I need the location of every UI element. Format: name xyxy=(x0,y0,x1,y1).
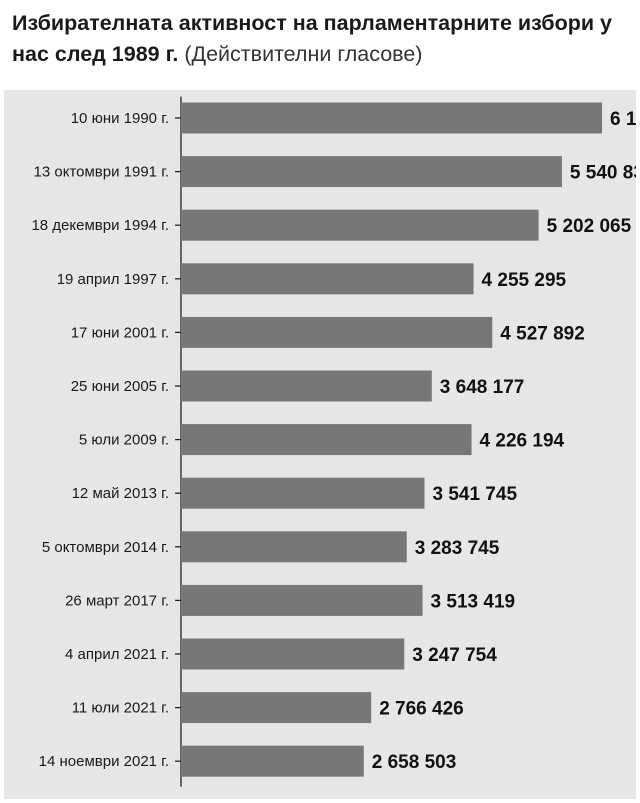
value-label: 3 648 177 xyxy=(440,377,525,398)
bar xyxy=(181,531,407,563)
value-label: 3 541 745 xyxy=(432,484,517,505)
value-label: 3 247 754 xyxy=(412,645,497,666)
value-label: 2 766 426 xyxy=(379,699,464,720)
bar xyxy=(181,102,603,134)
value-label: 5 202 065 xyxy=(547,216,632,237)
bar xyxy=(181,209,539,241)
value-label: 2 658 503 xyxy=(372,752,457,773)
value-label: 3 513 419 xyxy=(431,591,516,612)
chart-title-subtitle: (Действителни гласове) xyxy=(184,42,423,66)
bar xyxy=(181,316,493,348)
value-label: 4 255 295 xyxy=(482,270,567,291)
bar xyxy=(181,584,423,616)
chart-panel: 10 юни 1990 г. 6 124 501 13 октомври 1991 … xyxy=(4,90,636,799)
value-label: 5 540 837 xyxy=(570,163,636,184)
category-label: 19 април 1997 г. xyxy=(57,271,169,288)
category-label: 14 ноември 2021 г. xyxy=(39,753,169,770)
bar xyxy=(181,745,364,777)
chart-title-main: Избирателната активност на парламентарни… xyxy=(12,11,612,66)
value-label: 3 283 745 xyxy=(415,538,500,559)
category-label: 10 юни 1990 г. xyxy=(71,110,169,127)
value-label: 6 124 501 xyxy=(610,109,636,130)
category-label: 4 април 2021 г. xyxy=(65,646,169,663)
category-label: 17 юни 2001 г. xyxy=(71,324,169,341)
bar xyxy=(181,477,425,509)
bar xyxy=(181,263,474,295)
category-label: 5 юли 2009 г. xyxy=(79,432,169,449)
category-label: 5 октомври 2014 г. xyxy=(42,539,169,556)
bar xyxy=(181,156,562,188)
category-label: 12 май 2013 г. xyxy=(72,485,169,502)
bar xyxy=(181,370,432,402)
bar-chart: 10 юни 1990 г. 6 124 501 13 октомври 1991 … xyxy=(31,96,636,787)
category-label: 26 март 2017 г. xyxy=(65,592,169,609)
value-label: 4 527 892 xyxy=(500,323,585,344)
bar xyxy=(181,424,472,456)
category-label: 18 декември 1994 г. xyxy=(31,217,169,234)
category-label: 11 юли 2021 г. xyxy=(72,700,169,717)
bar xyxy=(181,692,372,724)
bar xyxy=(181,638,405,670)
category-label: 13 октомври 1991 г. xyxy=(34,164,169,181)
chart-title: Избирателната активност на парламентарни… xyxy=(12,8,630,70)
category-label: 25 юни 2005 г. xyxy=(71,378,169,395)
value-label: 4 226 194 xyxy=(480,431,565,452)
